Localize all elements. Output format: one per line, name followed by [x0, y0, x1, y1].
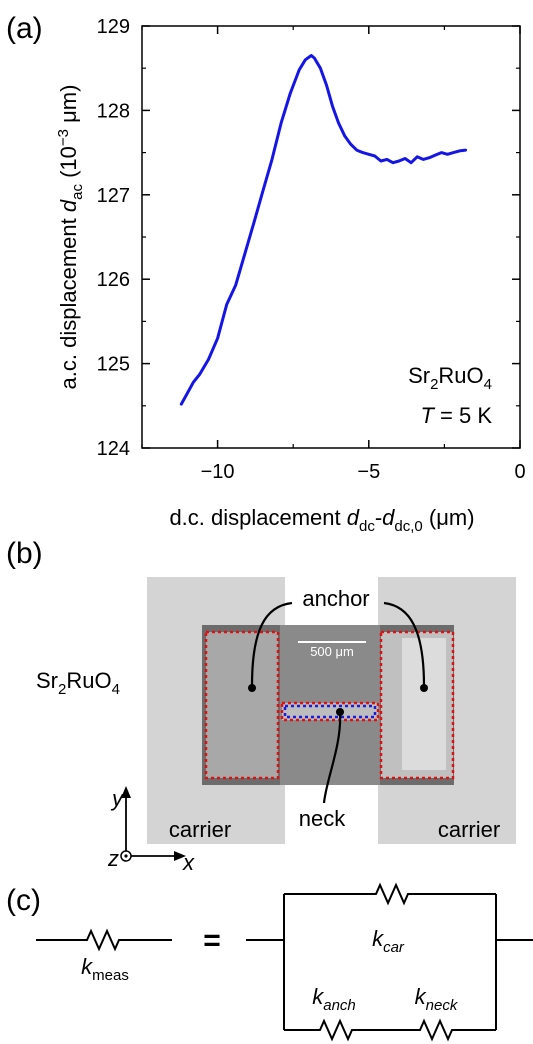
coordinate-axes: y x z — [107, 786, 195, 875]
anchor-left-outline — [204, 630, 280, 780]
y-tick-label: 129 — [97, 16, 130, 38]
kcar-label: kcar — [372, 926, 405, 956]
kanch-label: kanch — [312, 984, 356, 1014]
neck-label: neck — [299, 806, 346, 831]
x-tick-label: 0 — [514, 461, 525, 483]
anchor-pointer-right — [383, 601, 426, 687]
neck-outline-red — [280, 701, 380, 722]
y-tick-label: 124 — [97, 438, 130, 460]
anchor-pointer-left-dot — [248, 684, 256, 692]
anchor-right-highlight — [402, 638, 446, 770]
material-label: Sr2RuO4 — [36, 668, 120, 698]
y-axis-title: a.c. displacement dac (10−3 μm) — [55, 85, 86, 390]
panel-c-label: (c) — [6, 884, 41, 917]
carrier-left-label: carrier — [169, 817, 231, 842]
z-axis-letter: z — [107, 846, 119, 871]
z-axis-dot — [124, 854, 128, 858]
temperature-annotation: T = 5 K — [420, 403, 492, 428]
kmeas-resistor — [36, 928, 172, 952]
y-tick-label: 126 — [97, 269, 130, 291]
x-arrowhead — [174, 851, 186, 861]
kmeas-label: kmeas — [81, 954, 129, 984]
x-axis-title: d.c. displacement ddc-ddc,0 (μm) — [169, 505, 474, 535]
material-annotation: Sr2RuO4 — [408, 363, 492, 393]
chart-a: 124 125 126 127 128 129 −10 −5 0 Sr2RuO4 T = 5 K… — [55, 16, 526, 535]
kanch-kneck-resistors — [284, 1018, 496, 1042]
y-arrowhead — [121, 786, 131, 798]
sample-image: 500 μm anchor neck carrier carrier — [147, 577, 516, 844]
kcar-resistor — [284, 882, 496, 906]
neck-outline-blue — [283, 704, 377, 719]
y-axis-letter: y — [110, 786, 125, 811]
y-tick-label: 125 — [97, 354, 130, 376]
anchor-pointer-left — [250, 601, 293, 687]
anchor-left — [206, 632, 278, 778]
neck-pointer-dot — [336, 708, 344, 716]
kneck-label: kneck — [415, 984, 459, 1014]
equals-sign: = — [203, 924, 221, 957]
anchor-label: anchor — [302, 586, 369, 611]
y-tick-label: 127 — [97, 185, 130, 207]
x-tick-label: −5 — [357, 461, 380, 483]
panel-a-label: (a) — [6, 12, 43, 45]
spring-diagram: kmeas = kcar kanch kneck — [36, 882, 533, 1042]
panel-b-label: (b) — [6, 537, 43, 570]
carrier-right-label: carrier — [438, 817, 500, 842]
scale-bar-label: 500 μm — [310, 644, 354, 659]
series-line — [179, 54, 468, 406]
tick-labels-layer: 124 125 126 127 128 129 −10 −5 0 — [97, 16, 526, 483]
anchor-pointer-right-dot — [420, 684, 428, 692]
x-axis-letter: x — [182, 850, 195, 875]
y-tick-label: 128 — [97, 100, 130, 122]
ticks-layer — [141, 25, 521, 449]
neck-pointer — [322, 711, 342, 804]
x-tick-label: −10 — [201, 461, 235, 483]
